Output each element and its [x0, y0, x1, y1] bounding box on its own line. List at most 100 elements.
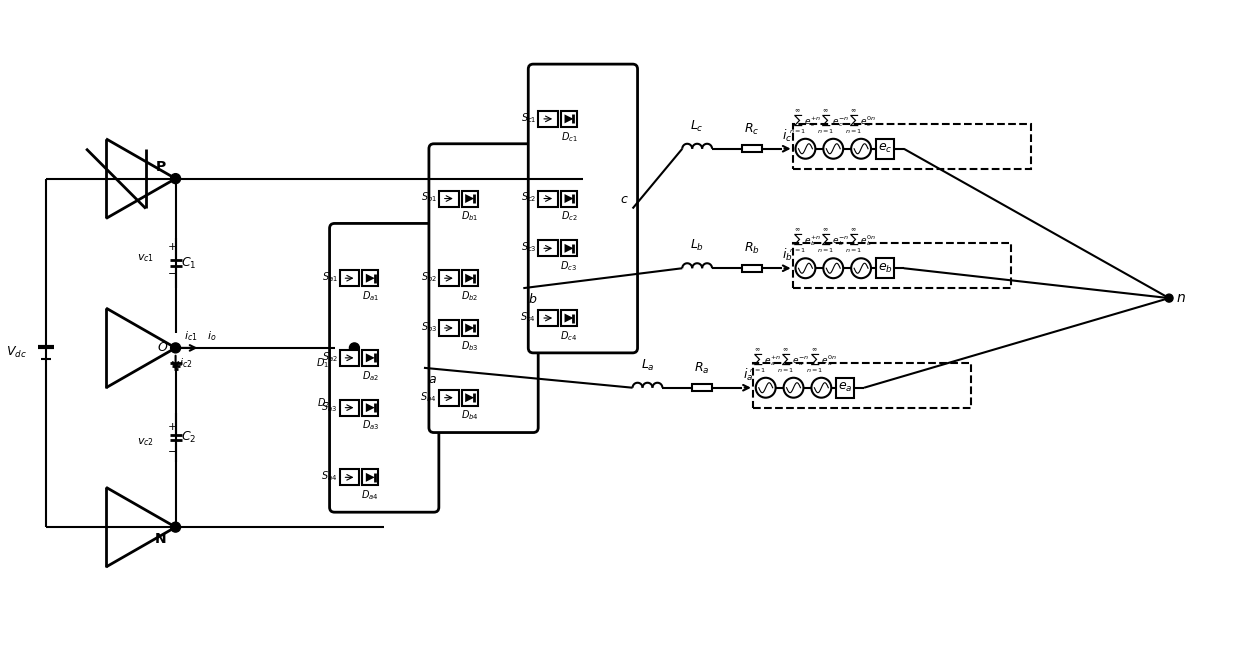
Bar — [560, 191, 577, 207]
Text: $\sum_{n=1}^{\infty}e_{b}^{-n}$: $\sum_{n=1}^{\infty}e_{b}^{-n}$ — [817, 227, 849, 255]
Text: $D_{a2}$: $D_{a2}$ — [362, 369, 379, 382]
Bar — [538, 240, 558, 257]
Text: $S_{b4}$: $S_{b4}$ — [420, 390, 436, 404]
Bar — [538, 310, 558, 326]
Polygon shape — [465, 273, 474, 283]
Text: $v_{c1}$: $v_{c1}$ — [136, 252, 154, 264]
Text: $\sum_{n=1}^{\infty}e_{c}^{+n}$: $\sum_{n=1}^{\infty}e_{c}^{+n}$ — [789, 107, 822, 136]
Text: $i_{c2}$: $i_{c2}$ — [179, 356, 192, 370]
Polygon shape — [564, 314, 573, 323]
Text: $D_{b3}$: $D_{b3}$ — [461, 339, 479, 353]
Bar — [340, 270, 360, 286]
Text: $S_{a4}$: $S_{a4}$ — [321, 469, 337, 483]
Bar — [742, 145, 761, 152]
Bar — [439, 191, 459, 207]
Bar — [742, 265, 761, 272]
Circle shape — [350, 343, 360, 353]
Bar — [461, 270, 477, 286]
Text: b: b — [528, 293, 536, 306]
Bar — [792, 244, 1011, 288]
Text: $L_b$: $L_b$ — [691, 238, 704, 253]
Circle shape — [1166, 294, 1173, 302]
Text: $R_c$: $R_c$ — [744, 122, 759, 137]
Bar — [538, 111, 558, 127]
Bar — [340, 350, 360, 366]
Text: $D_{a4}$: $D_{a4}$ — [362, 489, 379, 502]
Text: c: c — [621, 192, 627, 205]
Bar — [753, 363, 971, 408]
Polygon shape — [366, 273, 374, 283]
Bar — [836, 378, 854, 398]
Bar — [692, 384, 712, 391]
Polygon shape — [465, 393, 474, 402]
Text: N: N — [155, 532, 166, 546]
Text: $i_a$: $i_a$ — [743, 367, 753, 383]
Polygon shape — [465, 323, 474, 332]
Text: $e_a$: $e_a$ — [838, 381, 852, 394]
Bar — [340, 400, 360, 415]
Text: $i_c$: $i_c$ — [782, 128, 792, 144]
Text: $S_{c2}$: $S_{c2}$ — [521, 191, 536, 205]
Text: $S_{c3}$: $S_{c3}$ — [521, 240, 536, 254]
Text: $\sum_{n=1}^{\infty}e_{b}^{0n}$: $\sum_{n=1}^{\infty}e_{b}^{0n}$ — [846, 227, 877, 255]
Text: $S_{a1}$: $S_{a1}$ — [321, 270, 337, 284]
Text: a: a — [429, 373, 436, 386]
Text: $D_{b4}$: $D_{b4}$ — [461, 409, 479, 422]
Text: O: O — [157, 341, 167, 354]
Text: $D_{c4}$: $D_{c4}$ — [560, 329, 578, 343]
Bar — [875, 139, 894, 159]
Bar — [362, 270, 378, 286]
Text: $\sum_{n=1}^{\infty}e_{a}^{-n}$: $\sum_{n=1}^{\infty}e_{a}^{-n}$ — [777, 346, 810, 375]
Text: $D_{b2}$: $D_{b2}$ — [461, 289, 479, 303]
Bar — [439, 389, 459, 406]
Bar — [461, 389, 477, 406]
Text: n: n — [1177, 291, 1185, 305]
Text: P: P — [155, 159, 166, 174]
Text: $\sum_{n=1}^{\infty}e_{a}^{+n}$: $\sum_{n=1}^{\infty}e_{a}^{+n}$ — [749, 346, 782, 375]
Text: $S_{a3}$: $S_{a3}$ — [321, 400, 337, 413]
Circle shape — [171, 522, 181, 532]
Text: $i_o$: $i_o$ — [207, 329, 217, 343]
Text: +: + — [167, 422, 177, 432]
Text: $S_{a2}$: $S_{a2}$ — [321, 350, 337, 364]
Text: −: − — [167, 269, 177, 279]
Text: $\sum_{n=1}^{\infty}e_{c}^{-n}$: $\sum_{n=1}^{\infty}e_{c}^{-n}$ — [817, 107, 849, 136]
FancyBboxPatch shape — [330, 224, 439, 512]
Text: $R_a$: $R_a$ — [694, 361, 709, 376]
Polygon shape — [465, 194, 474, 203]
Text: $D_{c2}$: $D_{c2}$ — [560, 209, 578, 224]
Polygon shape — [366, 353, 374, 362]
Circle shape — [171, 174, 181, 183]
Text: $\sum_{n=1}^{\infty}e_{b}^{+n}$: $\sum_{n=1}^{\infty}e_{b}^{+n}$ — [789, 227, 822, 255]
Polygon shape — [366, 473, 374, 482]
Text: $D_1$: $D_1$ — [316, 356, 330, 370]
Text: $i_b$: $i_b$ — [782, 247, 792, 263]
Text: $D_{a1}$: $D_{a1}$ — [362, 289, 379, 303]
Text: $S_{c1}$: $S_{c1}$ — [521, 111, 536, 125]
Text: $D_{b1}$: $D_{b1}$ — [461, 209, 479, 224]
Text: $S_{b3}$: $S_{b3}$ — [420, 320, 436, 334]
Bar — [560, 240, 577, 257]
Bar — [538, 191, 558, 207]
Bar — [461, 191, 477, 207]
Text: $\sum_{n=1}^{\infty}e_{c}^{0n}$: $\sum_{n=1}^{\infty}e_{c}^{0n}$ — [846, 107, 877, 136]
Bar — [362, 400, 378, 415]
Polygon shape — [366, 403, 374, 412]
Text: $D_2$: $D_2$ — [316, 396, 330, 410]
Bar — [439, 320, 459, 336]
Text: $e_b$: $e_b$ — [878, 262, 893, 275]
Text: $C_2$: $C_2$ — [181, 430, 196, 445]
Text: $D_{c3}$: $D_{c3}$ — [560, 259, 578, 273]
Bar — [340, 469, 360, 485]
Text: $e_c$: $e_c$ — [878, 142, 892, 156]
Text: $S_{b2}$: $S_{b2}$ — [420, 270, 436, 284]
Polygon shape — [564, 244, 573, 253]
Bar — [560, 111, 577, 127]
FancyBboxPatch shape — [429, 144, 538, 432]
Text: $D_{a3}$: $D_{a3}$ — [362, 419, 379, 432]
Text: $S_{b1}$: $S_{b1}$ — [420, 191, 436, 205]
Bar — [792, 124, 1030, 168]
Bar — [439, 270, 459, 286]
Text: $L_c$: $L_c$ — [691, 119, 704, 134]
Bar — [560, 310, 577, 326]
